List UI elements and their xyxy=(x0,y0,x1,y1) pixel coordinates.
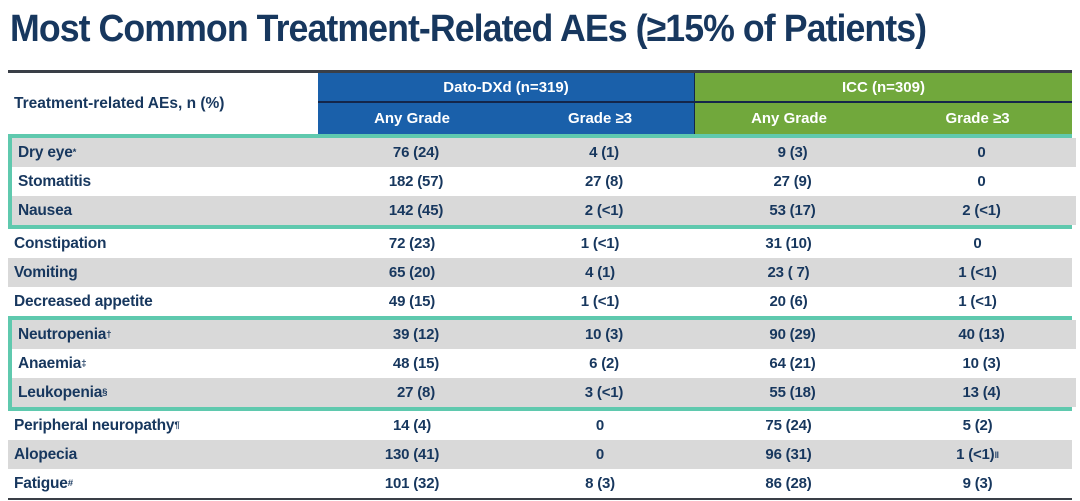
ae-value: 9 (3) xyxy=(883,469,1072,498)
ae-value: 0 xyxy=(883,229,1072,258)
subheader-icc-any-grade: Any Grade xyxy=(694,103,883,134)
ae-value: 6 (2) xyxy=(510,349,698,378)
ae-table: Treatment-related AEs, n (%) Dato-DXd (n… xyxy=(8,70,1076,500)
ae-label: Dry eye * xyxy=(12,138,322,167)
ae-value: 53 (17) xyxy=(698,196,887,225)
ae-value: 4 (1) xyxy=(510,138,698,167)
highlight-box: Neutropenia † 39 (12) 10 (3) 90 (29) 40 (13) A… xyxy=(8,316,1076,411)
ae-label: Stomatitis xyxy=(12,167,322,196)
highlight-box: Dry eye * 76 (24) 4 (1) 9 (3) 0 Stomatitis 182 … xyxy=(8,134,1076,229)
ae-label: Anaemia ‡ xyxy=(12,349,322,378)
ae-value: 5 (2) xyxy=(883,411,1072,440)
ae-value: 2 (<1) xyxy=(510,196,698,225)
table-row: Fatigue #101 (32) 8 (3) 86 (28) 9 (3) xyxy=(8,469,1072,498)
ae-value: 96 (31) xyxy=(694,440,883,469)
ae-value: 0 xyxy=(887,167,1076,196)
table-header: Treatment-related AEs, n (%) Dato-DXd (n… xyxy=(8,73,1072,134)
ae-value: 142 (45) xyxy=(322,196,510,225)
ae-value: 14 (4) xyxy=(318,411,506,440)
ae-value: 76 (24) xyxy=(322,138,510,167)
ae-value: 75 (24) xyxy=(694,411,883,440)
table-row: Neutropenia † 39 (12) 10 (3) 90 (29) 40 (13) xyxy=(12,320,1076,349)
table-body: Dry eye * 76 (24) 4 (1) 9 (3) 0 Stomatitis 182 … xyxy=(8,134,1076,498)
table-row: Constipation 72 (23) 1 (<1) 31 (10) 0 xyxy=(8,229,1072,258)
ae-value: 9 (3) xyxy=(698,138,887,167)
ae-value: 23 ( 7) xyxy=(694,258,883,287)
ae-value: 1 (<1) xyxy=(883,287,1072,316)
ae-value: 20 (6) xyxy=(694,287,883,316)
table-top-border xyxy=(8,70,1072,73)
ae-value: 27 (9) xyxy=(698,167,887,196)
ae-value: 10 (3) xyxy=(887,349,1076,378)
ae-label: Leukopenia § xyxy=(12,378,322,407)
subheader-icc-grade-ge3: Grade ≥3 xyxy=(883,103,1072,134)
ae-label: Nausea xyxy=(12,196,322,225)
table-row: Dry eye * 76 (24) 4 (1) 9 (3) 0 xyxy=(12,138,1076,167)
ae-value: 101 (32) xyxy=(318,469,506,498)
ae-value: 86 (28) xyxy=(694,469,883,498)
table-row: Peripheral neuropathy ¶ 14 (4) 0 75 (24) 5 (2… xyxy=(8,411,1072,440)
ae-label: Decreased appetite xyxy=(8,287,318,316)
ae-value: 27 (8) xyxy=(322,378,510,407)
ae-label: Constipation xyxy=(8,229,318,258)
table-row: Vomiting 65 (20) 4 (1) 23 ( 7) 1 (<1) xyxy=(8,258,1072,287)
row-group: Peripheral neuropathy ¶ 14 (4) 0 75 (24) 5 (2… xyxy=(8,411,1072,498)
subheader-dato-any-grade: Any Grade xyxy=(318,103,506,134)
ae-value: 72 (23) xyxy=(318,229,506,258)
table-row: Leukopenia § 27 (8) 3 (<1) 55 (18) 13 (4) xyxy=(12,378,1076,407)
ae-value: 1 (<1) xyxy=(506,229,694,258)
ae-value: 0 xyxy=(506,411,694,440)
ae-value: 10 (3) xyxy=(510,320,698,349)
ae-value: 40 (13) xyxy=(887,320,1076,349)
subheader-dato-grade-ge3: Grade ≥3 xyxy=(506,103,694,134)
ae-value: 182 (57) xyxy=(322,167,510,196)
ae-value: 90 (29) xyxy=(698,320,887,349)
ae-value: 13 (4) xyxy=(887,378,1076,407)
ae-value: 4 (1) xyxy=(506,258,694,287)
ae-label: Fatigue # xyxy=(8,469,318,498)
ae-label: Vomiting xyxy=(8,258,318,287)
ae-value: 27 (8) xyxy=(510,167,698,196)
ae-value: 49 (15) xyxy=(318,287,506,316)
table-row: Stomatitis 182 (57) 27 (8) 27 (9) 0 xyxy=(12,167,1076,196)
ae-value: 39 (12) xyxy=(322,320,510,349)
ae-value: 0 xyxy=(506,440,694,469)
ae-value: 8 (3) xyxy=(506,469,694,498)
page-title: Most Common Treatment-Related AEs (≥15% … xyxy=(10,8,927,50)
ae-value: 1 (<1) xyxy=(883,258,1072,287)
table-row: Anaemia ‡ 48 (15) 6 (2) 64 (21) 10 (3) xyxy=(12,349,1076,378)
ae-value: 31 (10) xyxy=(694,229,883,258)
ae-label: Neutropenia † xyxy=(12,320,322,349)
row-header-label: Treatment-related AEs, n (%) xyxy=(8,73,318,134)
group-header-icc: ICC (n=309) xyxy=(694,73,1072,103)
group-header-dato-dxd: Dato-DXd (n=319) xyxy=(318,73,694,103)
ae-value: 1 (<1) ‖ xyxy=(883,440,1072,469)
ae-label: Peripheral neuropathy ¶ xyxy=(8,411,318,440)
table-row: Nausea 142 (45) 2 (<1) 53 (17) 2 (<1) xyxy=(12,196,1076,225)
ae-label: Alopecia xyxy=(8,440,318,469)
ae-value: 3 (<1) xyxy=(510,378,698,407)
ae-value: 55 (18) xyxy=(698,378,887,407)
ae-value: 1 (<1) xyxy=(506,287,694,316)
row-group: Constipation 72 (23) 1 (<1) 31 (10) 0 Vomitin… xyxy=(8,229,1072,316)
ae-value: 48 (15) xyxy=(322,349,510,378)
ae-value: 130 (41) xyxy=(318,440,506,469)
ae-value: 64 (21) xyxy=(698,349,887,378)
table-bottom-border xyxy=(8,498,1072,500)
ae-value: 2 (<1) xyxy=(887,196,1076,225)
ae-value: 65 (20) xyxy=(318,258,506,287)
table-row: Decreased appetite 49 (15) 1 (<1) 20 (6) 1 (… xyxy=(8,287,1072,316)
table-row: Alopecia 130 (41) 0 96 (31) 1 (<1) ‖ xyxy=(8,440,1072,469)
ae-value: 0 xyxy=(887,138,1076,167)
